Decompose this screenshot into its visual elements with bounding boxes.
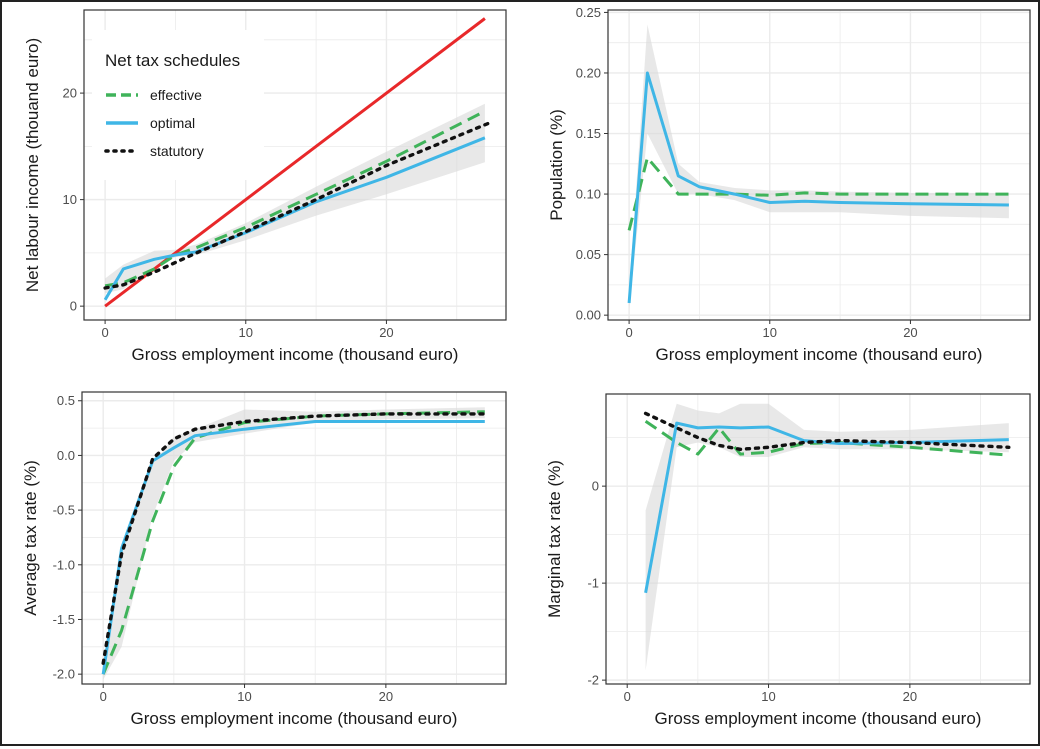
plot-border <box>81 391 507 685</box>
y-tick-label: 0.15 <box>576 126 601 141</box>
x-axis-label: Gross employment income (thousand euro) <box>132 345 459 364</box>
series-line-optimal <box>627 71 1009 304</box>
data-layer <box>643 403 1011 671</box>
y-tick-label: -1.0 <box>53 557 75 572</box>
y-tick-label: 0.10 <box>576 187 601 202</box>
x-tick-label: 20 <box>903 325 917 340</box>
series-line-statutory <box>643 411 1011 451</box>
plot-border <box>605 393 1031 685</box>
y-axis-label: Average tax rate (%) <box>21 460 40 616</box>
legend: Net tax schedules effective optimal statuto… <box>92 30 264 180</box>
series-line-statutory <box>103 120 494 290</box>
plot-border <box>83 9 507 321</box>
y-tick-label: 10 <box>63 192 77 207</box>
series-line-effective <box>644 419 1009 457</box>
legend-label-optimal: optimal <box>150 115 195 131</box>
x-tick-label: 10 <box>761 689 775 704</box>
y-tick-label: -2 <box>587 673 599 688</box>
y-tick-label: -0.5 <box>53 503 75 518</box>
x-tick-label: 0 <box>101 325 108 340</box>
plot-border <box>607 9 1031 321</box>
legend-label-effective: effective <box>150 87 202 103</box>
data-layer <box>103 17 494 308</box>
y-tick-label: 0.0 <box>57 448 75 463</box>
x-tick-label: 10 <box>239 325 253 340</box>
y-tick-label: 0.05 <box>576 247 601 262</box>
data-layer <box>627 24 1009 310</box>
panel-average-tax-rate: 0 10 20 -2.0 -1.5 -1.0 -0.5 0.0 0.5 Gross employm… <box>21 391 507 728</box>
x-tick-label: 0 <box>624 689 631 704</box>
series-line-statutory <box>101 412 487 665</box>
y-tick-label: 0.5 <box>57 393 75 408</box>
y-axis-label: Net labour income (thouand euro) <box>23 38 42 292</box>
x-tick-label: 0 <box>100 689 107 704</box>
panel-net-income: 0 10 20 0 10 20 Gross employment income (thous… <box>23 9 507 364</box>
legend-title: Net tax schedules <box>105 51 240 70</box>
x-tick-label: 10 <box>763 325 777 340</box>
x-axis-label: Gross employment income (thousand euro) <box>131 709 458 728</box>
x-tick-label: 10 <box>237 689 251 704</box>
y-tick-label: -1 <box>587 576 599 591</box>
y-axis-label: Marginal tax rate (%) <box>545 460 564 618</box>
panel-population: 0 10 20 0.00 0.05 0.10 0.15 0.20 0.25 Gross emplo… <box>547 5 1031 364</box>
y-tick-label: 0 <box>70 299 77 314</box>
x-axis-label: Gross employment income (thousand euro) <box>656 345 983 364</box>
x-axis-label: Gross employment income (thousand euro) <box>655 709 982 728</box>
legend-label-statutory: statutory <box>150 143 204 159</box>
legend-background <box>92 30 264 180</box>
x-tick-label: 0 <box>625 325 632 340</box>
x-tick-label: 20 <box>379 325 393 340</box>
x-tick-label: 20 <box>379 689 393 704</box>
y-tick-label: 0.00 <box>576 308 601 323</box>
y-axis-label: Population (%) <box>547 109 566 221</box>
panel-marginal-tax-rate: 0 10 20 -2 -1 0 Gross employment income (thous… <box>545 393 1031 728</box>
y-tick-label: -2.0 <box>53 667 75 682</box>
plot-background <box>82 392 506 684</box>
y-tick-label: 0 <box>592 479 599 494</box>
y-tick-label: 0.20 <box>576 65 601 80</box>
grid <box>82 392 506 684</box>
y-tick-label: -1.5 <box>53 612 75 627</box>
data-layer <box>101 407 487 680</box>
y-tick-label: 0.25 <box>576 5 601 20</box>
y-tick-label: 20 <box>63 86 77 101</box>
x-tick-label: 20 <box>903 689 917 704</box>
series-line-effective <box>104 109 486 288</box>
